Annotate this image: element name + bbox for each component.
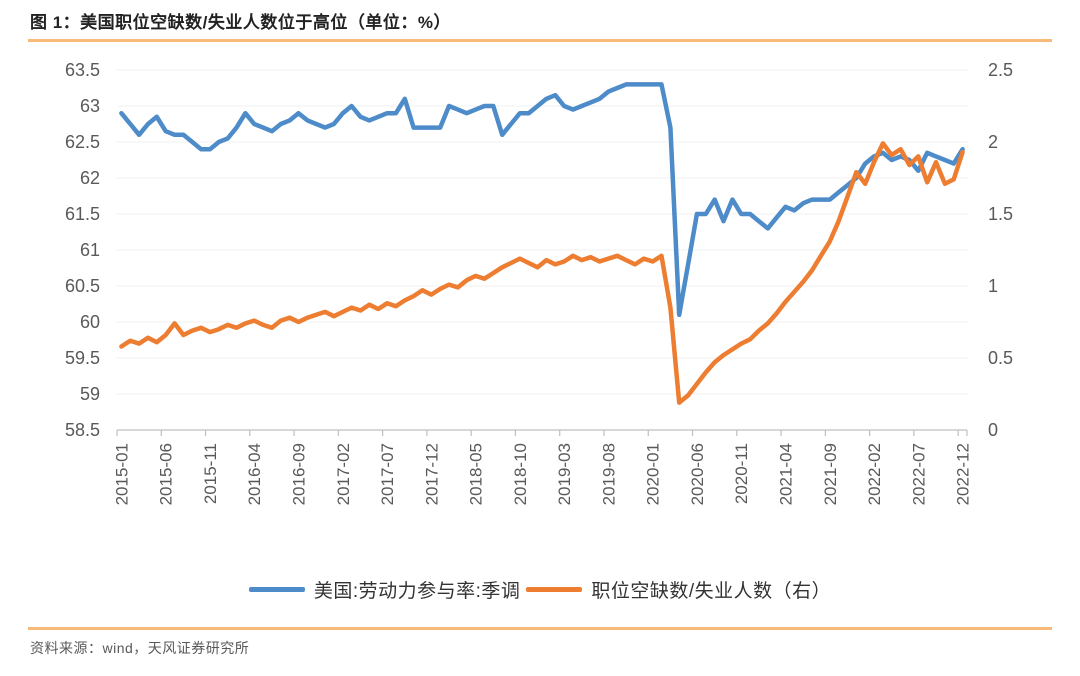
- x-axis-tick-label: 2020-11: [732, 443, 751, 504]
- x-axis-tick-label: 2021-09: [821, 443, 840, 505]
- x-axis-tick-label: 2018-10: [511, 443, 530, 505]
- y-axis-label-left: 62: [80, 168, 100, 188]
- legend-item-participation-rate: 美国:劳动力参与率:季调: [248, 576, 521, 603]
- y-axis-label-right: 0.5: [988, 348, 1013, 368]
- participation-rate-line: [119, 82, 965, 318]
- legend-label: 美国:劳动力参与率:季调: [313, 580, 521, 602]
- y-axis-label-left: 63.5: [65, 60, 100, 80]
- x-axis-tick-label: 2019-03: [555, 443, 574, 505]
- y-axis-label-left: 60: [80, 312, 100, 332]
- y-axis-label-left: 62.5: [65, 132, 100, 152]
- chart-legend: 美国:劳动力参与率:季调 职位空缺数/失业人数（右）: [0, 572, 1080, 606]
- x-axis-tick-label: 2022-12: [954, 443, 973, 505]
- x-axis-tick-label: 2016-09: [290, 443, 309, 505]
- y-axis-label-right: 1.5: [988, 204, 1013, 224]
- y-axis-label-left: 60.5: [65, 276, 100, 296]
- y-axis-label-left: 58.5: [65, 420, 100, 440]
- y-axis-label-left: 59.5: [65, 348, 100, 368]
- y-axis-label-left: 59: [80, 384, 100, 404]
- y-axis-label-right: 2.5: [988, 60, 1013, 80]
- y-axis-label-right: 0: [988, 420, 998, 440]
- chart-title: 图 1：美国职位空缺数/失业人数位于高位（单位：%）: [30, 13, 452, 32]
- line-chart: 63.5 63 62.5 62 61.5 61 60.5 60 59.5 59 58.5 2.5 2 1.…: [65, 60, 1013, 505]
- x-axis-tick-label: 2017-02: [334, 443, 353, 505]
- source-note: 资料来源：wind，天风证券研究所: [30, 640, 250, 656]
- x-axis-tick-label: 2020-06: [688, 443, 707, 505]
- legend-item-openings-ratio: 职位空缺数/失业人数（右）: [526, 576, 831, 603]
- blue-line-swatch-icon: [248, 586, 305, 592]
- y-axis-label-left: 61: [80, 240, 100, 260]
- x-axis-tick-label: 2021-04: [776, 443, 795, 505]
- x-axis-tick-label: 2015-01: [112, 443, 131, 505]
- title-divider-rule: [28, 39, 1052, 42]
- y-axis-label-left: 63: [80, 96, 100, 116]
- x-axis-tick-label: 2020-01: [644, 443, 663, 505]
- x-axis-tick-label: 2017-07: [378, 443, 397, 505]
- x-axis-tick-label: 2016-04: [245, 443, 264, 505]
- x-axis-tick-label: 2022-07: [909, 443, 928, 505]
- x-axis-tick-label: 2015-06: [157, 443, 176, 505]
- x-axis-tick-label: 2018-05: [467, 443, 486, 505]
- x-axis-tick-label: 2017-12: [422, 443, 441, 505]
- orange-line-swatch-icon: [526, 586, 583, 592]
- y-axis-label-left: 61.5: [65, 204, 100, 224]
- openings-ratio-line: [119, 141, 965, 405]
- y-axis-label-right: 1: [988, 276, 998, 296]
- source-divider-rule: [28, 627, 1052, 630]
- y-axis-label-right: 2: [988, 132, 998, 152]
- legend-label: 职位空缺数/失业人数（右）: [591, 580, 832, 602]
- x-axis-tick-label: 2022-02: [865, 443, 884, 505]
- x-axis-tick-label: 2019-08: [599, 443, 618, 505]
- x-axis-tick-label: 2015-11: [201, 443, 220, 504]
